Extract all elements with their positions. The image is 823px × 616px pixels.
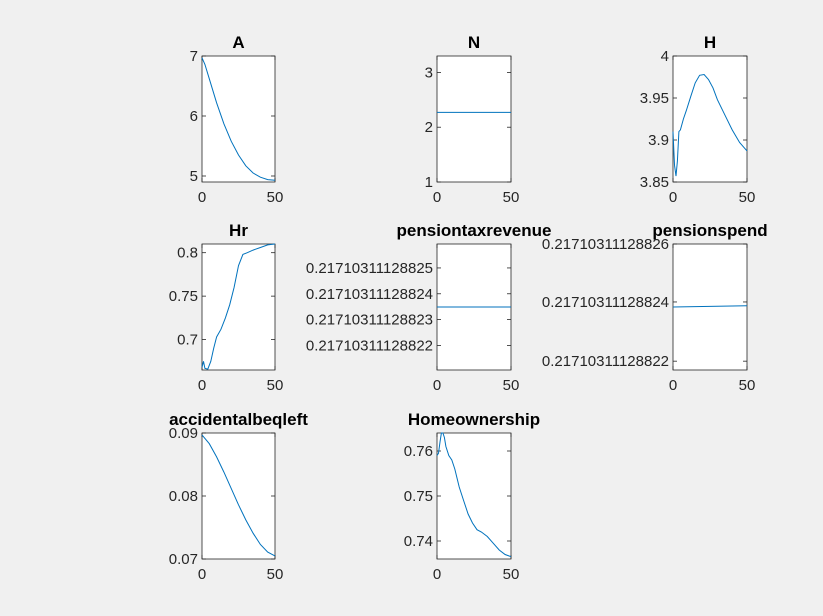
y-tick-label: 0.75 [169,288,198,305]
subplot: Homeownership 0 50 0.74 0.75 0.76 [404,410,540,583]
y-tick-label: 3 [425,64,433,81]
y-tick-label: 0.08 [169,488,198,505]
y-tick-label: 5 [190,168,198,185]
series-line [436,432,512,558]
y-tick-label: 3.95 [640,90,669,107]
y-tick-label: 0.21710311128824 [306,286,433,303]
y-tick-label: 0.74 [404,533,433,550]
x-tick-label: 0 [669,189,677,206]
axes-box [436,432,512,560]
subplot: A 0 50 5 6 7 [190,33,284,206]
series-line [672,73,748,177]
y-tick-label: 0.21710311128825 [306,260,433,277]
y-tick-label: 0.21710311128822 [542,353,669,370]
series-line [672,305,748,308]
y-tick-label: 7 [190,48,198,65]
y-tick-label: 2 [425,119,433,136]
plot-title: Hr [229,221,248,240]
axes-box [201,432,276,560]
axes-box [672,55,748,183]
y-tick-label: 0.8 [177,245,198,262]
plot-title: N [468,33,480,52]
x-tick-label: 50 [267,566,284,583]
subplot: pensionspend 0 50 0.21710311128826 0.2171031… [542,221,768,394]
plot-title: pensiontaxrevenue [397,221,552,240]
y-tick-label: 3.9 [648,132,669,149]
subplot: accidentalbeqleft 0 50 0.07 0.08 0.09 [169,410,308,583]
series-line [201,243,276,370]
y-tick-label: 0.21710311128826 [542,236,669,253]
plot-title: Homeownership [408,410,540,429]
x-tick-label: 0 [669,377,677,394]
series-line [201,57,276,181]
subplot: H 0 50 3.85 3.9 3.95 4 [640,33,756,206]
x-tick-label: 0 [198,566,206,583]
plot-title: accidentalbeqleft [169,410,308,429]
x-tick-label: 0 [433,566,441,583]
series-line [201,434,276,557]
plot-title: pensionspend [652,221,767,240]
plot-title: H [704,33,716,52]
y-tick-label: 0.07 [169,551,198,568]
x-tick-label: 50 [267,377,284,394]
plot-title: A [232,33,244,52]
y-tick-label: 0.76 [404,443,433,460]
subplot: Hr 0 50 0.7 0.75 0.8 [169,221,284,394]
x-tick-label: 0 [198,377,206,394]
x-tick-label: 50 [267,189,284,206]
subplot: pensiontaxrevenue 0 50 0.21710311128825 0.21… [306,221,552,394]
y-tick-label: 0.21710311128822 [306,337,433,354]
y-tick-label: 3.85 [640,174,669,191]
axes-box [201,55,276,183]
x-tick-label: 50 [503,377,520,394]
y-tick-label: 0.21710311128824 [542,294,669,311]
subplot: N 0 50 1 2 3 [425,33,520,206]
x-tick-label: 50 [503,566,520,583]
y-tick-label: 0.09 [169,425,198,442]
x-tick-label: 0 [198,189,206,206]
y-tick-label: 0.75 [404,488,433,505]
y-tick-label: 4 [661,48,669,65]
x-tick-label: 0 [433,377,441,394]
x-tick-label: 50 [739,189,756,206]
y-tick-label: 1 [425,174,433,191]
x-tick-label: 50 [739,377,756,394]
y-tick-label: 6 [190,108,198,125]
y-tick-label: 0.7 [177,332,198,349]
axes-box [436,55,512,183]
x-tick-label: 50 [503,189,520,206]
x-tick-label: 0 [433,189,441,206]
y-tick-label: 0.21710311128823 [306,312,433,329]
